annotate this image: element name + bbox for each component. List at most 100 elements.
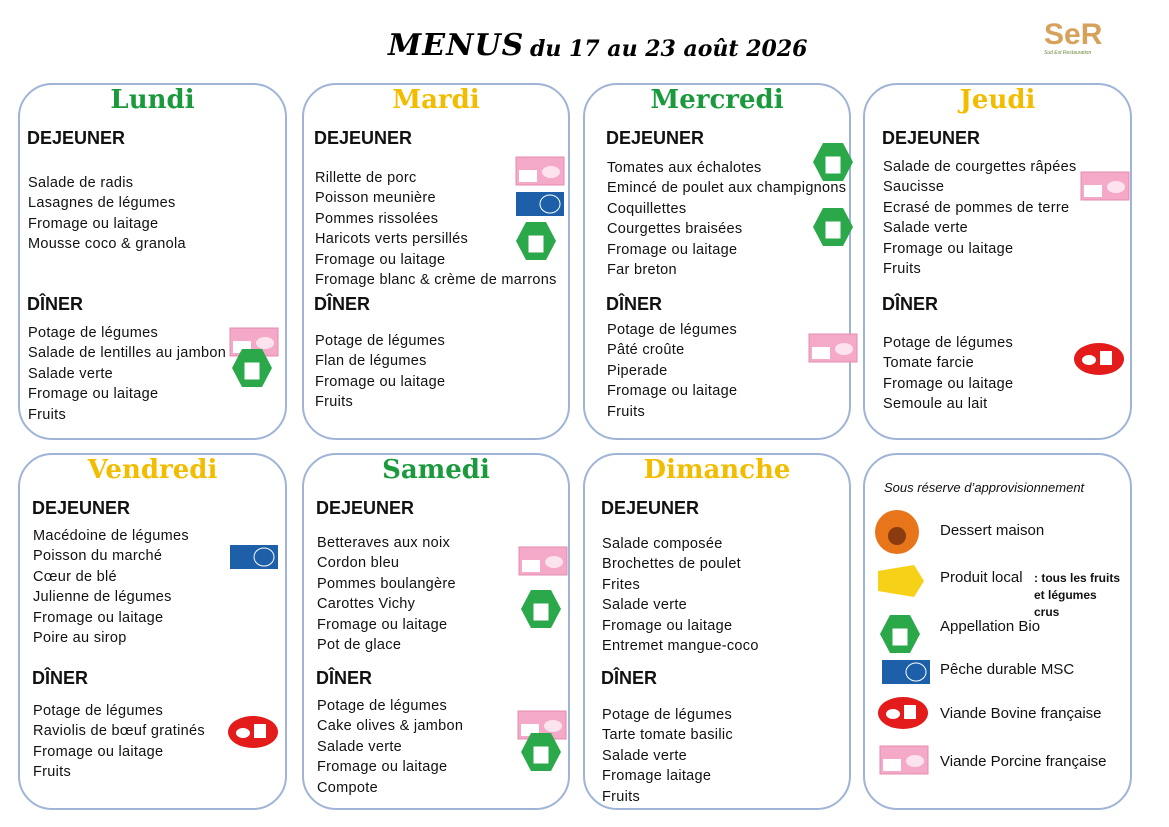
lunch-item: Fromage ou laitage — [883, 240, 1014, 257]
bio-icon-part — [532, 602, 550, 622]
day-name: Mercredi — [650, 85, 784, 115]
beef-icon-part — [254, 724, 266, 738]
lunch-item: Coquillettes — [607, 200, 687, 217]
day-card — [18, 453, 287, 810]
dinner-label: DÎNER — [882, 294, 939, 314]
bio-icon-part — [824, 155, 842, 175]
pork-icon-part — [519, 170, 537, 182]
legend-item: Viande Bovine française — [940, 705, 1102, 722]
dinner-item: Potage de légumes — [607, 322, 738, 338]
legend-card — [863, 453, 1132, 810]
lunch-item: Brochettes de poulet — [602, 556, 742, 573]
day-name: Lundi — [110, 85, 195, 115]
bio-icon-part — [891, 627, 909, 647]
lunch-item: Poisson du marché — [33, 548, 163, 565]
lunch-item: Courgettes braisées — [607, 221, 743, 238]
beef-icon — [228, 716, 278, 748]
lunch-label: DEJEUNER — [606, 128, 705, 148]
lunch-label: DEJEUNER — [27, 128, 126, 148]
dinner-item: Fruits — [315, 394, 354, 411]
lunch-item: Fromage ou laitage — [33, 609, 164, 626]
dinner-item: Salade de lentilles au jambon — [28, 345, 227, 362]
dinner-item: Fromage ou laitage — [28, 386, 159, 403]
lunch-item: Pommes rissolées — [315, 210, 439, 227]
lunch-label: DEJEUNER — [601, 498, 700, 518]
msc-icon-part — [253, 547, 275, 567]
lunch-item: Poisson meunière — [315, 190, 436, 207]
lunch-item: Emincé de poulet aux champignons — [607, 180, 847, 197]
pork-icon-part — [545, 556, 563, 568]
legend-item: Appellation Bio — [940, 618, 1041, 635]
legend-item: Pêche durable MSC — [940, 661, 1075, 678]
beef-icon-part — [236, 728, 250, 738]
beef-icon-part — [1082, 355, 1096, 365]
lunch-item: Saucisse — [883, 179, 945, 196]
pork-icon-part — [906, 755, 924, 767]
dinner-item: Fruits — [33, 764, 72, 781]
lunch-item: Pot de glace — [317, 637, 402, 653]
msc-icon-part — [539, 194, 561, 214]
dinner-label: DÎNER — [316, 668, 373, 688]
lunch-item: Julienne de légumes — [33, 589, 172, 606]
lunch-item: Macédoine de légumes — [33, 528, 189, 544]
msc-icon-part — [905, 662, 927, 682]
dinner-item: Fromage ou laitage — [315, 373, 446, 390]
dinner-label: DÎNER — [601, 668, 658, 688]
beef-icon-part — [886, 709, 900, 719]
day-card — [302, 453, 570, 810]
legend-local-note: : tous les fruits et légumes crus — [1034, 571, 1121, 619]
lunch-item: Cœur de blé — [33, 568, 117, 585]
bio-icon-part — [532, 745, 550, 765]
lunch-item: Fromage ou laitage — [317, 616, 448, 633]
lunch-item: Salade verte — [602, 597, 688, 614]
lunch-item: Cordon bleu — [317, 555, 400, 572]
dinner-label: DÎNER — [314, 294, 371, 314]
lunch-label: DEJEUNER — [316, 498, 415, 518]
dinner-label: DÎNER — [27, 294, 84, 314]
pork-icon-part — [1084, 185, 1102, 197]
legend-item: Viande Porcine française — [940, 753, 1107, 770]
dinner-item: Salade verte — [602, 747, 688, 764]
lunch-item: Salade verte — [883, 220, 969, 237]
dinner-item: Potage de légumes — [315, 333, 446, 349]
beef-icon — [1074, 343, 1124, 375]
day-name: Vendredi — [87, 455, 218, 485]
lunch-item: Poire au sirop — [33, 630, 127, 646]
day-card — [302, 83, 570, 440]
beef-icon-part — [904, 705, 916, 719]
pork-icon-part — [256, 337, 274, 349]
dinner-item: Fruits — [607, 403, 646, 420]
day-card — [863, 83, 1132, 440]
dinner-item: Fromage ou laitage — [317, 759, 448, 776]
lunch-label: DEJEUNER — [32, 498, 131, 518]
beef-icon — [878, 697, 928, 729]
dinner-item: Pâté croûte — [607, 342, 685, 359]
pork-icon-part — [542, 166, 560, 178]
lunch-label: DEJEUNER — [314, 128, 413, 148]
lunch-item: Salade de radis — [28, 175, 134, 191]
lunch-item: Haricots verts persillés — [315, 231, 469, 248]
local-icon — [878, 565, 924, 597]
dinner-item: Compote — [317, 779, 378, 796]
lunch-item: Salade composée — [602, 536, 723, 552]
dessert-icon-part — [888, 527, 906, 545]
dinner-label: DÎNER — [606, 294, 663, 314]
dinner-item: Fromage laitage — [602, 768, 712, 785]
day-name: Dimanche — [643, 455, 791, 485]
beef-icon-part — [1100, 351, 1112, 365]
logo-tagline: Sud Est Restauration — [1044, 50, 1092, 56]
pork-icon-part — [883, 759, 901, 771]
dinner-item: Potage de légumes — [883, 335, 1014, 351]
dinner-item: Flan de légumes — [315, 353, 427, 370]
bio-icon-part — [243, 361, 261, 381]
dinner-item: Fruits — [602, 788, 641, 805]
logo: SeR — [1044, 18, 1103, 51]
lunch-item: Betteraves aux noix — [317, 535, 451, 551]
dinner-item: Potage de légumes — [317, 698, 448, 714]
pork-icon-part — [522, 560, 540, 572]
lunch-item: Fromage ou laitage — [602, 617, 733, 634]
lunch-label: DEJEUNER — [882, 128, 981, 148]
legend-note: Sous réserve d’approvisionnement — [884, 480, 1085, 495]
day-name: Mardi — [392, 85, 480, 115]
